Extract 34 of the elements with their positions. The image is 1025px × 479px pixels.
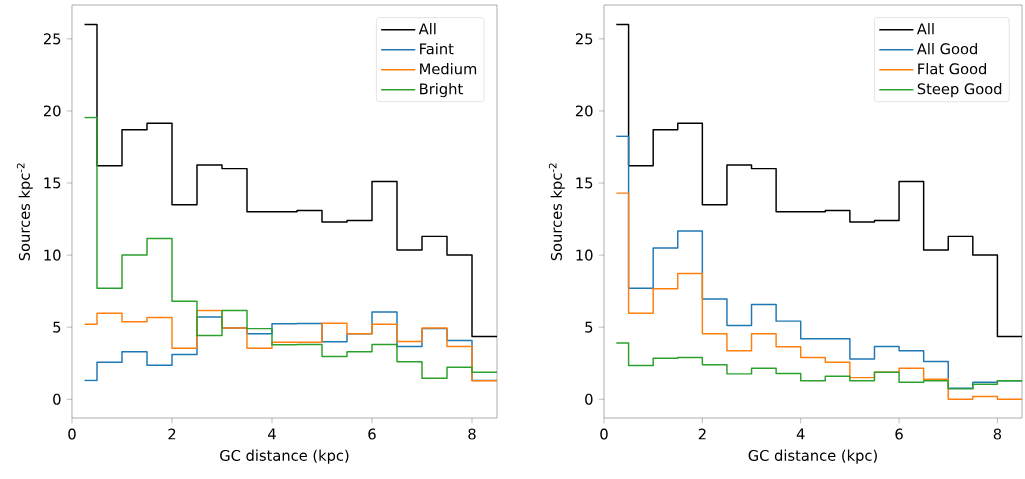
- x-tick-label: 6: [895, 428, 903, 440]
- y-tick-label: 0: [53, 393, 61, 405]
- x-tick-label: 4: [796, 428, 805, 440]
- y-tick-label: 15: [576, 177, 593, 189]
- y-tick-label: 25: [43, 33, 61, 45]
- legend-label: All Good: [916, 43, 977, 55]
- y-tick-label: 20: [575, 105, 593, 117]
- legend-label: Steep Good: [917, 83, 1002, 98]
- x-tick-label: 8: [993, 428, 1002, 440]
- x-tick-label: 2: [168, 428, 176, 440]
- y-tick-label: 10: [44, 249, 61, 261]
- x-tick-label: 6: [368, 428, 376, 440]
- x-tick-label: 2: [698, 428, 706, 440]
- y-tick-label: 5: [585, 321, 593, 333]
- x-tick-label: 4: [268, 428, 276, 440]
- y-tick-label: 20: [43, 105, 61, 117]
- x-axis-title: GC distance (kpc): [748, 449, 877, 464]
- legend-label: Faint: [420, 43, 454, 55]
- legend-label: Bright: [420, 83, 463, 98]
- y-tick-label: 10: [576, 249, 593, 261]
- y-tick-label: 5: [53, 321, 61, 333]
- y-tick-label: 25: [575, 33, 593, 45]
- y-axis-title: Sources kpc$^{-2}$: [548, 163, 565, 261]
- y-axis-title: Sources kpc$^{-2}$: [16, 163, 33, 261]
- legend-label: All: [916, 22, 934, 35]
- x-tick-label: 8: [468, 428, 476, 440]
- x-tick-label: 0: [600, 428, 608, 440]
- x-axis-title: GC distance (kpc): [220, 449, 349, 464]
- legend-label: Medium: [420, 63, 477, 75]
- x-tick-label: 0: [68, 428, 76, 440]
- y-tick-label: 15: [44, 177, 61, 189]
- legend-label: All: [418, 22, 436, 35]
- y-tick-label: 0: [585, 393, 593, 405]
- legend-label: Flat Good: [918, 63, 987, 75]
